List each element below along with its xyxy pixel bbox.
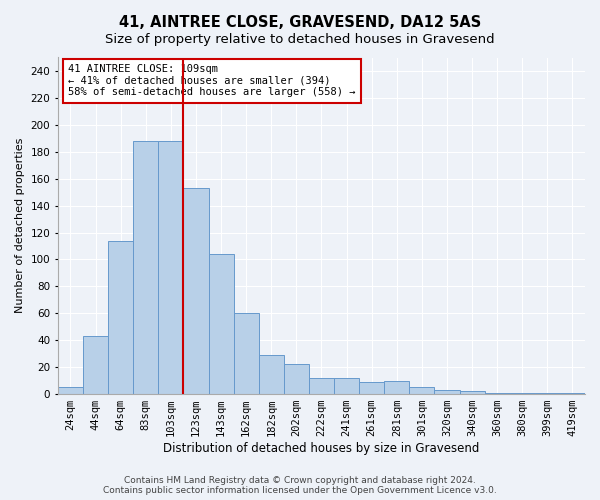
Bar <box>460 392 485 394</box>
Bar <box>209 254 233 394</box>
Bar <box>83 336 108 394</box>
Bar <box>133 141 158 394</box>
Bar <box>108 240 133 394</box>
Bar <box>535 392 560 394</box>
Text: 41, AINTREE CLOSE, GRAVESEND, DA12 5AS: 41, AINTREE CLOSE, GRAVESEND, DA12 5AS <box>119 15 481 30</box>
X-axis label: Distribution of detached houses by size in Gravesend: Distribution of detached houses by size … <box>163 442 479 455</box>
Bar <box>510 392 535 394</box>
Text: Contains HM Land Registry data © Crown copyright and database right 2024.
Contai: Contains HM Land Registry data © Crown c… <box>103 476 497 495</box>
Bar <box>184 188 209 394</box>
Bar <box>334 378 359 394</box>
Text: 41 AINTREE CLOSE: 109sqm
← 41% of detached houses are smaller (394)
58% of semi-: 41 AINTREE CLOSE: 109sqm ← 41% of detach… <box>68 64 356 98</box>
Bar <box>284 364 309 394</box>
Bar <box>158 141 184 394</box>
Bar <box>485 392 510 394</box>
Bar <box>309 378 334 394</box>
Bar <box>359 382 384 394</box>
Bar <box>434 390 460 394</box>
Bar <box>409 388 434 394</box>
Text: Size of property relative to detached houses in Gravesend: Size of property relative to detached ho… <box>105 32 495 46</box>
Bar <box>58 388 83 394</box>
Y-axis label: Number of detached properties: Number of detached properties <box>15 138 25 314</box>
Bar <box>384 380 409 394</box>
Bar <box>560 392 585 394</box>
Bar <box>259 355 284 394</box>
Bar <box>233 314 259 394</box>
